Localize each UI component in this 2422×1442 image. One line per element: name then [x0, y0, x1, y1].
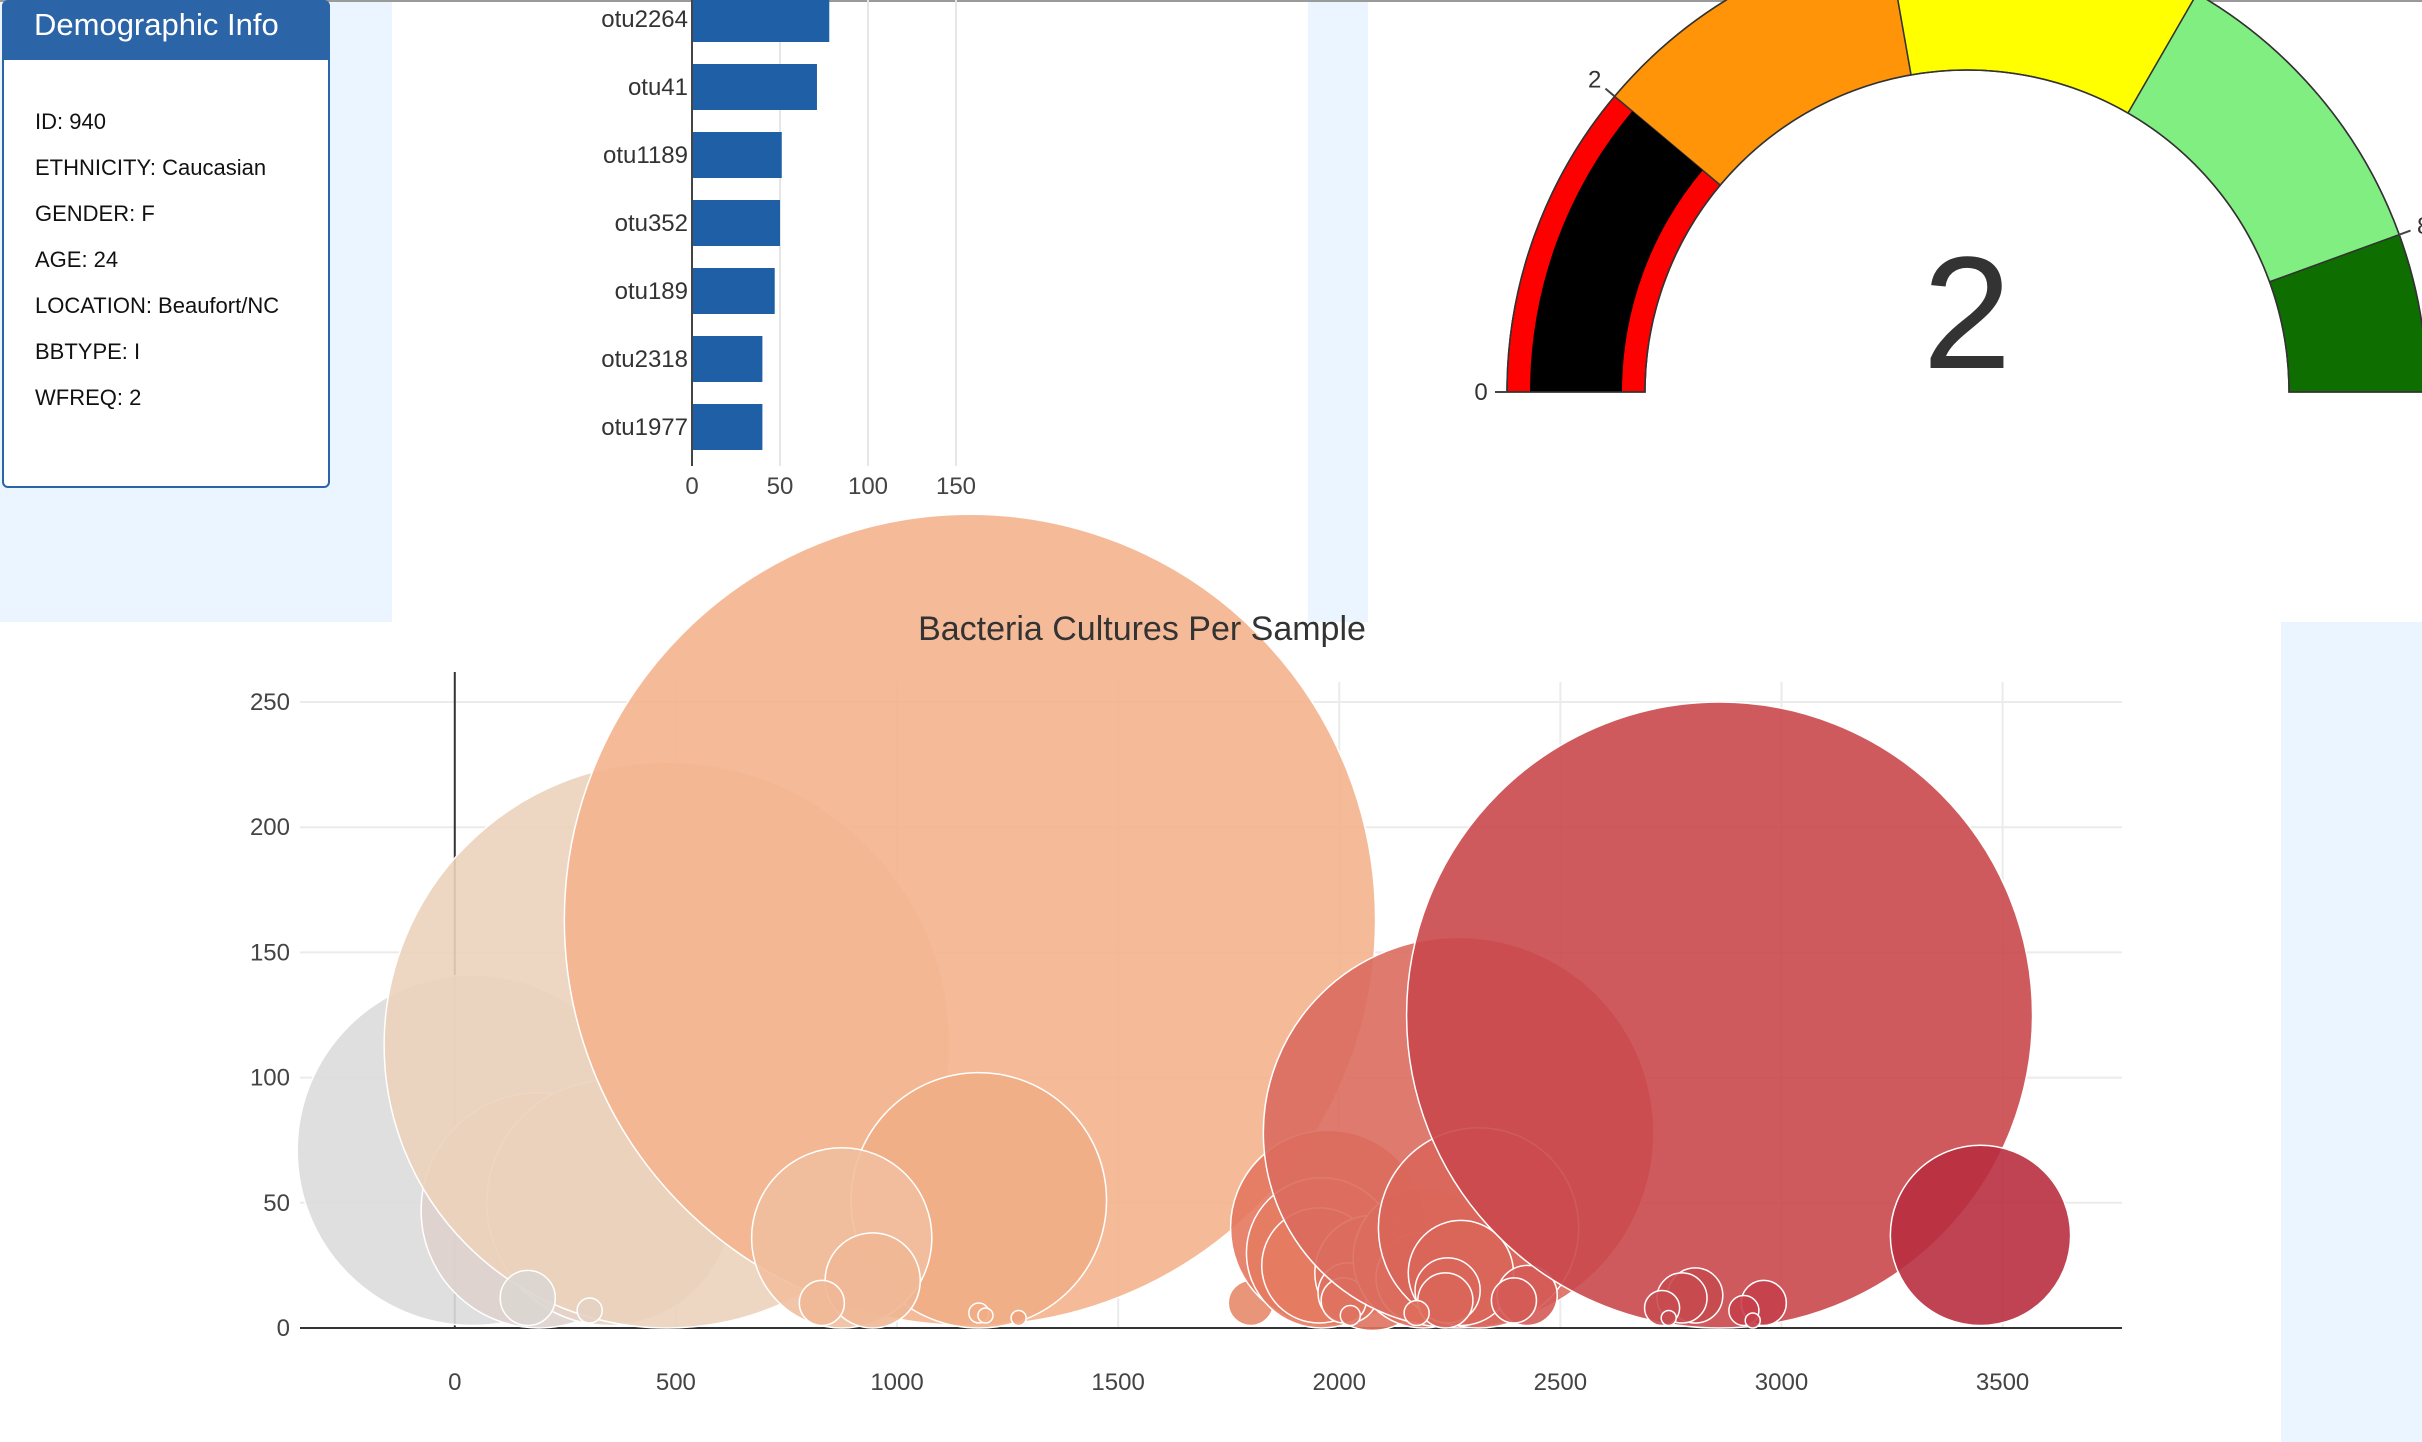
bubble-x-tick-label: 500: [656, 1369, 696, 1396]
bubble-point-22: [1339, 1304, 1362, 1327]
gauge-tick: [2398, 229, 2411, 236]
top-border: [0, 0, 2422, 2]
background-strip-middle: [1308, 0, 1368, 622]
bar-x-tick-label: 0: [685, 473, 698, 500]
bubble-y-tick-label: 200: [250, 814, 290, 841]
bar-category-label: otu1977: [601, 414, 688, 441]
bar-otu189: [692, 268, 775, 314]
gauge-chart: 0 2 8 2: [1474, 0, 2422, 406]
bar-x-tick-label: 150: [936, 473, 976, 500]
bubble-point-5: [499, 1269, 557, 1327]
bubble-point-6: [576, 1297, 603, 1324]
bubble-point-41: [1889, 1144, 2072, 1327]
bubble-x-tick-label: 0: [448, 1369, 461, 1396]
panel-body: ID: 940 ETHNICITY: Caucasian GENDER: F A…: [4, 60, 328, 410]
bar-chart: 0 50 100 150 otu2264 otu41 otu1189 otu352 otu189…: [601, 0, 976, 500]
bar-category-label: otu2318: [601, 346, 688, 373]
gauge-value-bar: [1530, 111, 1703, 393]
bubble-x-tick-label: 1000: [870, 1369, 923, 1396]
gauge-outline: [1506, 0, 2422, 393]
bubble-point-14: [1010, 1309, 1027, 1327]
bubble-x-tick-label: 3500: [1976, 1369, 2029, 1396]
bar-category-label: otu2264: [601, 6, 688, 33]
bar-otu41: [692, 64, 817, 110]
bar-x-tick-label: 100: [848, 473, 888, 500]
demo-row-location: LOCATION: Beaufort/NC: [35, 293, 280, 318]
demo-row-age: AGE: 24: [35, 247, 119, 272]
gauge-tick-label: 0: [1474, 379, 1487, 406]
background-strip-right: [2281, 622, 2422, 1442]
bar-x-tick-label: 50: [767, 473, 794, 500]
demo-row-bbtype: BBTYPE: I: [35, 339, 141, 364]
bar-otu2318: [692, 336, 763, 382]
bubble-y-tick-label: 100: [250, 1065, 290, 1092]
bar-category-label: otu41: [628, 74, 688, 101]
bubble-y-tick-label: 0: [277, 1315, 290, 1342]
bar-category-label: otu189: [615, 278, 688, 305]
demo-row-gender: GENDER: F: [35, 201, 155, 226]
bubble-chart: 0 500 1000 1500 2000 2500 3000 3500 0 50 100 150 200…: [250, 513, 2122, 1396]
bubble-chart-title: Bacteria Cultures Per Sample: [918, 610, 1366, 648]
bubble-y-tick-label: 250: [250, 689, 290, 716]
bar-category-label: otu352: [615, 210, 688, 237]
gauge-tick-label: 8: [2417, 213, 2422, 240]
bubble-point-39: [1660, 1309, 1677, 1327]
bubble-point-13: [977, 1307, 994, 1324]
bubble-point-11: [798, 1279, 846, 1327]
bar-otu2264: [692, 0, 830, 42]
bubble-x-tick-label: 2000: [1313, 1369, 1366, 1396]
bubble-x-tick-label: 2500: [1534, 1369, 1587, 1396]
gauge-value-number: 2: [1923, 223, 2012, 402]
bar-otu1189: [692, 132, 782, 178]
demo-row-ethnicity: ETHNICITY: Caucasian: [35, 155, 267, 180]
bubble-y-tick-label: 50: [263, 1190, 290, 1217]
bar-otu352: [692, 200, 780, 246]
demo-row-wfreq: WFREQ: 2: [35, 385, 142, 410]
bubble-x-tick-label: 1500: [1091, 1369, 1144, 1396]
bubble-x-tick-label: 3000: [1755, 1369, 1808, 1396]
bar-category-label: otu1189: [603, 142, 688, 169]
bubble-point-33: [1405, 701, 2034, 1329]
gauge-tick-label: 2: [1588, 67, 1601, 94]
panel-title: Demographic Info: [4, 2, 328, 60]
bubble-point-40: [1744, 1312, 1761, 1329]
bar-otu1977: [692, 404, 763, 450]
gauge-tick: [1604, 87, 1616, 98]
bubble-point-30: [1403, 1299, 1430, 1327]
bubble-point-32: [1490, 1277, 1538, 1324]
demo-row-id: ID: 940: [35, 109, 106, 134]
bubble-y-tick-label: 150: [250, 939, 290, 966]
demographic-panel: Demographic Info ID: 940 ETHNICITY: Cauc…: [2, 0, 330, 488]
